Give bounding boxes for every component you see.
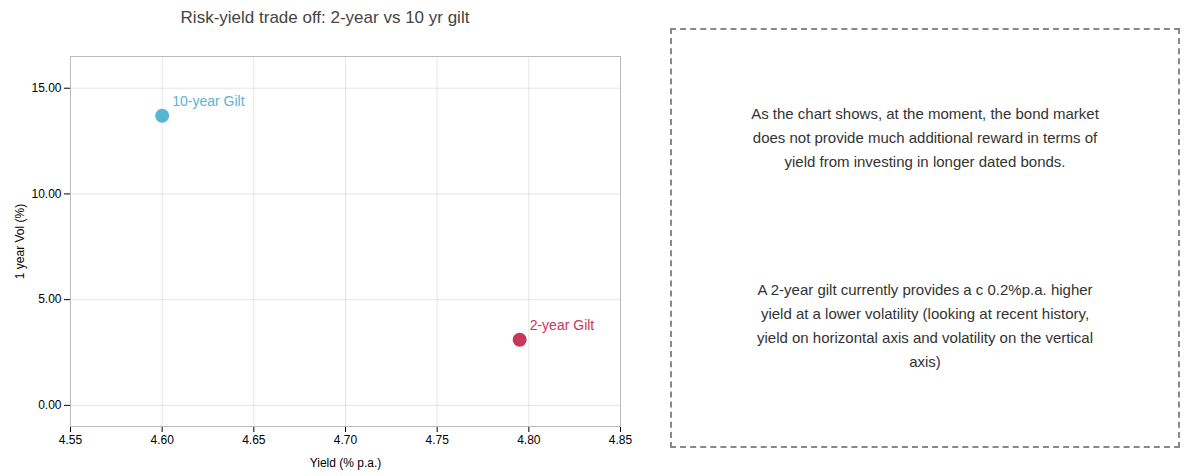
html-text:A 2-year gilt currently provid: A 2-year gilt currently provides a c 0.2… [757, 281, 1093, 370]
svg-text:10-year Gilt: 10-year Gilt [172, 93, 244, 109]
svg-text:4.80: 4.80 [517, 433, 541, 447]
svg-text:0.00: 0.00 [38, 398, 62, 412]
svg-text:4.85: 4.85 [609, 433, 633, 447]
svg-text:4.55: 4.55 [59, 433, 83, 447]
svg-text:4.65: 4.65 [242, 433, 266, 447]
html-text:Risk-yield trade off: 2-year v: Risk-yield trade off: 2-year vs 10 yr gi… [180, 8, 470, 27]
svg-text:4.75: 4.75 [425, 433, 449, 447]
html-text:As the chart shows, at the mom: As the chart shows, at the moment, the b… [751, 105, 1099, 170]
svg-text:4.60: 4.60 [150, 433, 174, 447]
svg-text:2-year Gilt: 2-year Gilt [530, 317, 595, 333]
svg-text:4.70: 4.70 [334, 433, 358, 447]
svg-text:Yield (% p.a.): Yield (% p.a.) [310, 456, 382, 470]
svg-text:10.00: 10.00 [31, 187, 61, 201]
svg-text:15.00: 15.00 [31, 81, 61, 95]
svg-text:1 year Vol (%): 1 year Vol (%) [13, 204, 27, 279]
svg-text:5.00: 5.00 [38, 292, 62, 306]
